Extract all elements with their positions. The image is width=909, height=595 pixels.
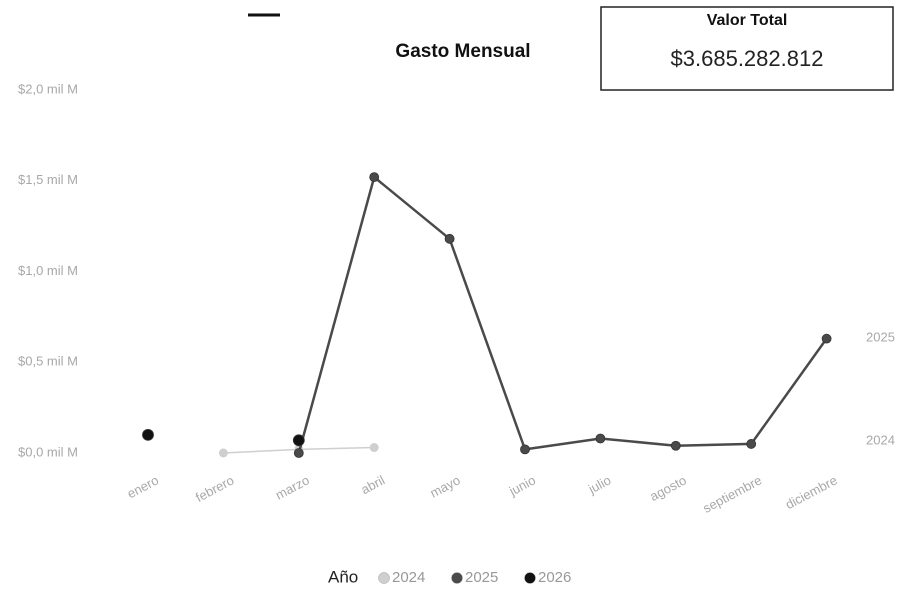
legend-marker: [378, 572, 390, 584]
y-tick-label: $1,5 mil M: [18, 172, 78, 187]
legend-marker: [451, 572, 463, 584]
x-tick-label: marzo: [273, 472, 312, 502]
data-point: [444, 233, 455, 244]
data-point: [821, 333, 832, 344]
legend-label: 2025: [465, 569, 498, 586]
kpi-card: [600, 6, 894, 91]
series-end-label: 2025: [866, 329, 895, 344]
legend-label: 2024: [392, 569, 425, 586]
x-tick-label: enero: [125, 472, 161, 501]
card-title: Valor Total: [707, 12, 788, 29]
data-point: [520, 444, 530, 455]
data-point: [218, 448, 228, 458]
series-end-label: 2024: [866, 432, 895, 447]
data-point: [142, 428, 154, 441]
data-point: [292, 434, 305, 447]
data-point: [670, 440, 681, 451]
y-tick-label: $1,0 mil M: [18, 263, 78, 278]
x-tick-label: septiembre: [700, 472, 764, 515]
data-point: [595, 433, 606, 444]
x-tick-label: julio: [585, 472, 613, 497]
x-tick-label: abril: [358, 472, 387, 497]
x-tick-label: junio: [506, 472, 538, 499]
legend-label: 2026: [538, 569, 571, 586]
x-tick-label: agosto: [647, 472, 689, 504]
y-tick-label: $2,0 mil M: [18, 81, 78, 96]
series-line: [297, 174, 828, 454]
card-value: $3.685.282.812: [671, 46, 824, 71]
legend-title: Año: [328, 567, 358, 586]
chart-title: Gasto Mensual: [395, 41, 530, 62]
y-tick-label: $0,5 mil M: [18, 354, 78, 369]
x-tick-label: mayo: [428, 472, 463, 500]
x-tick-label: diciembre: [783, 472, 840, 512]
data-point: [746, 439, 757, 449]
data-point: [369, 443, 379, 453]
legend-marker: [524, 572, 536, 584]
y-tick-label: $0,0 mil M: [18, 444, 78, 459]
data-point: [293, 448, 304, 458]
data-point: [369, 172, 380, 183]
x-tick-label: febrero: [193, 472, 236, 505]
